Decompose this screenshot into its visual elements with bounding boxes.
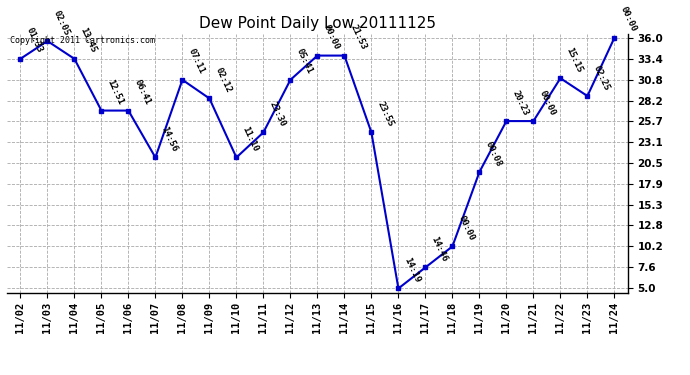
- Text: 14:46: 14:46: [430, 235, 449, 263]
- Text: 20:23: 20:23: [511, 89, 530, 117]
- Text: 00:08: 00:08: [484, 140, 503, 168]
- Text: 21:53: 21:53: [348, 23, 368, 51]
- Text: 11:10: 11:10: [241, 125, 260, 153]
- Text: 15:15: 15:15: [564, 46, 584, 74]
- Text: Copyright 2011 Cartronics.com: Copyright 2011 Cartronics.com: [10, 36, 155, 45]
- Text: 12:51: 12:51: [106, 78, 125, 106]
- Text: 02:05: 02:05: [52, 9, 71, 37]
- Text: 13:45: 13:45: [79, 27, 98, 55]
- Text: 14:19: 14:19: [402, 256, 422, 284]
- Text: 06:41: 06:41: [132, 78, 152, 106]
- Text: 23:30: 23:30: [268, 100, 287, 128]
- Text: 14:56: 14:56: [159, 125, 179, 153]
- Text: 05:41: 05:41: [295, 48, 314, 76]
- Text: 00:00: 00:00: [457, 214, 476, 242]
- Text: 01:33: 01:33: [25, 27, 44, 55]
- Text: 00:00: 00:00: [618, 6, 638, 34]
- Text: 00:00: 00:00: [538, 89, 557, 117]
- Text: 02:25: 02:25: [591, 64, 611, 92]
- Text: 07:11: 07:11: [186, 48, 206, 76]
- Title: Dew Point Daily Low 20111125: Dew Point Daily Low 20111125: [199, 16, 436, 31]
- Text: 23:55: 23:55: [375, 100, 395, 128]
- Text: 02:12: 02:12: [214, 66, 233, 94]
- Text: 00:00: 00:00: [322, 23, 341, 51]
